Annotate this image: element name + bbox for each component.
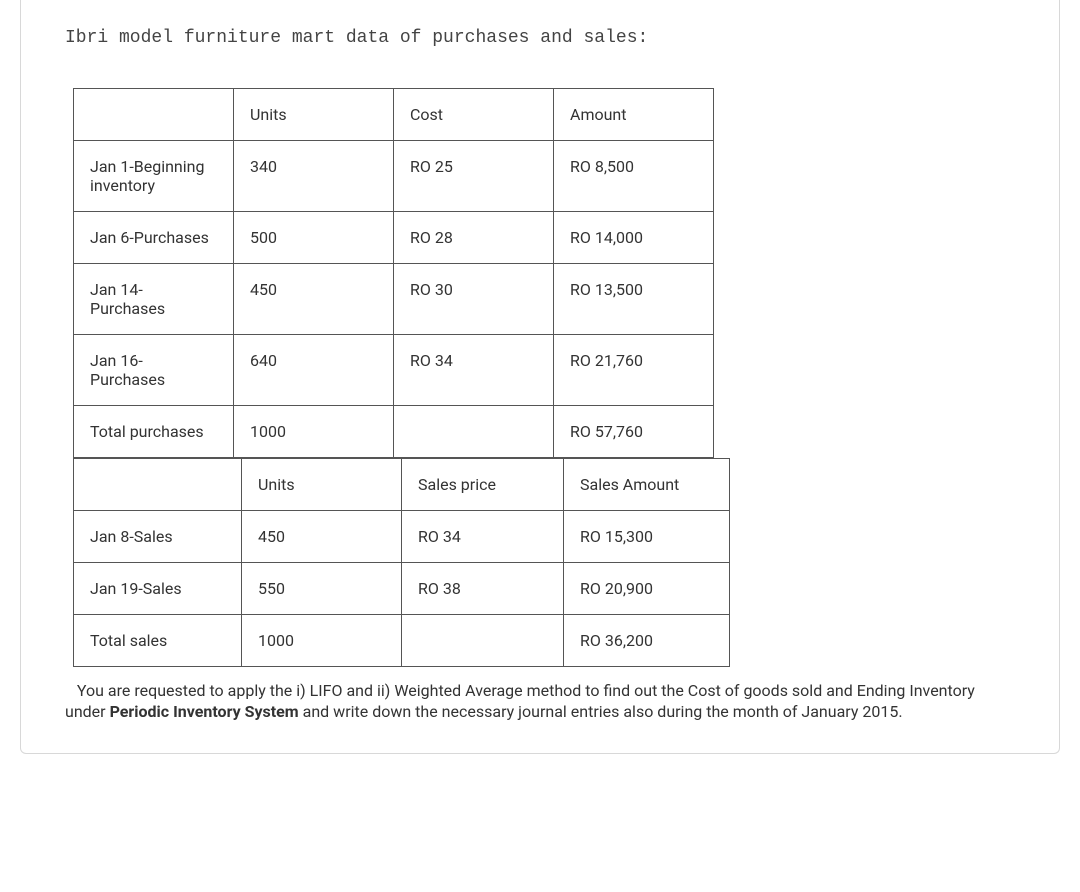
cell: 450 (242, 511, 402, 563)
cell: Jan 6-Purchases (74, 212, 234, 264)
page-title: Ibri model furniture mart data of purcha… (65, 0, 1015, 78)
cell: RO 38 (402, 563, 564, 615)
cell: RO 34 (402, 511, 564, 563)
cell (402, 615, 564, 667)
cell: Jan 1-Beginning inventory (74, 141, 234, 212)
instruction-tail: and write down the necessary journal ent… (299, 702, 903, 721)
sales-table: Units Sales price Sales Amount Jan 8-Sal… (73, 458, 730, 667)
cell: RO 28 (394, 212, 554, 264)
table-row: Total purchases 1000 RO 57,760 (74, 406, 714, 458)
header-cell: Amount (554, 89, 714, 141)
cell: 340 (234, 141, 394, 212)
purchases-table: Units Cost Amount Jan 1-Beginning invent… (73, 88, 714, 458)
cell: Jan 8-Sales (74, 511, 242, 563)
table-row: Jan 19-Sales 550 RO 38 RO 20,900 (74, 563, 730, 615)
instruction-bold: Periodic Inventory System (110, 702, 299, 721)
header-cell: Units (234, 89, 394, 141)
cell: Jan 16-Purchases (74, 335, 234, 406)
table-row: Jan 1-Beginning inventory 340 RO 25 RO 8… (74, 141, 714, 212)
cell: 640 (234, 335, 394, 406)
table-row: Jan 6-Purchases 500 RO 28 RO 14,000 (74, 212, 714, 264)
cell: RO 13,500 (554, 264, 714, 335)
cell: RO 25 (394, 141, 554, 212)
cell: Total purchases (74, 406, 234, 458)
cell: 550 (242, 563, 402, 615)
cell: RO 8,500 (554, 141, 714, 212)
header-cell (74, 459, 242, 511)
cell: RO 15,300 (564, 511, 730, 563)
instruction-text: You are requested to apply the i) LIFO a… (65, 681, 1015, 733)
cell: Jan 19-Sales (74, 563, 242, 615)
cell: RO 36,200 (564, 615, 730, 667)
table-row: Jan 8-Sales 450 RO 34 RO 15,300 (74, 511, 730, 563)
header-cell: Cost (394, 89, 554, 141)
cell: Total sales (74, 615, 242, 667)
cell: 1000 (242, 615, 402, 667)
header-cell (74, 89, 234, 141)
table-row: Jan 16-Purchases 640 RO 34 RO 21,760 (74, 335, 714, 406)
cell: Jan 14-Purchases (74, 264, 234, 335)
cell: RO 21,760 (554, 335, 714, 406)
content-box: Ibri model furniture mart data of purcha… (20, 0, 1060, 754)
table-row: Units Cost Amount (74, 89, 714, 141)
cell: 1000 (234, 406, 394, 458)
table-row: Total sales 1000 RO 36,200 (74, 615, 730, 667)
header-cell: Units (242, 459, 402, 511)
cell: 500 (234, 212, 394, 264)
table-row: Units Sales price Sales Amount (74, 459, 730, 511)
table-row: Jan 14-Purchases 450 RO 30 RO 13,500 (74, 264, 714, 335)
cell: RO 14,000 (554, 212, 714, 264)
header-cell: Sales price (402, 459, 564, 511)
cell (394, 406, 554, 458)
cell: RO 57,760 (554, 406, 714, 458)
cell: RO 30 (394, 264, 554, 335)
header-cell: Sales Amount (564, 459, 730, 511)
cell: 450 (234, 264, 394, 335)
cell: RO 34 (394, 335, 554, 406)
cell: RO 20,900 (564, 563, 730, 615)
